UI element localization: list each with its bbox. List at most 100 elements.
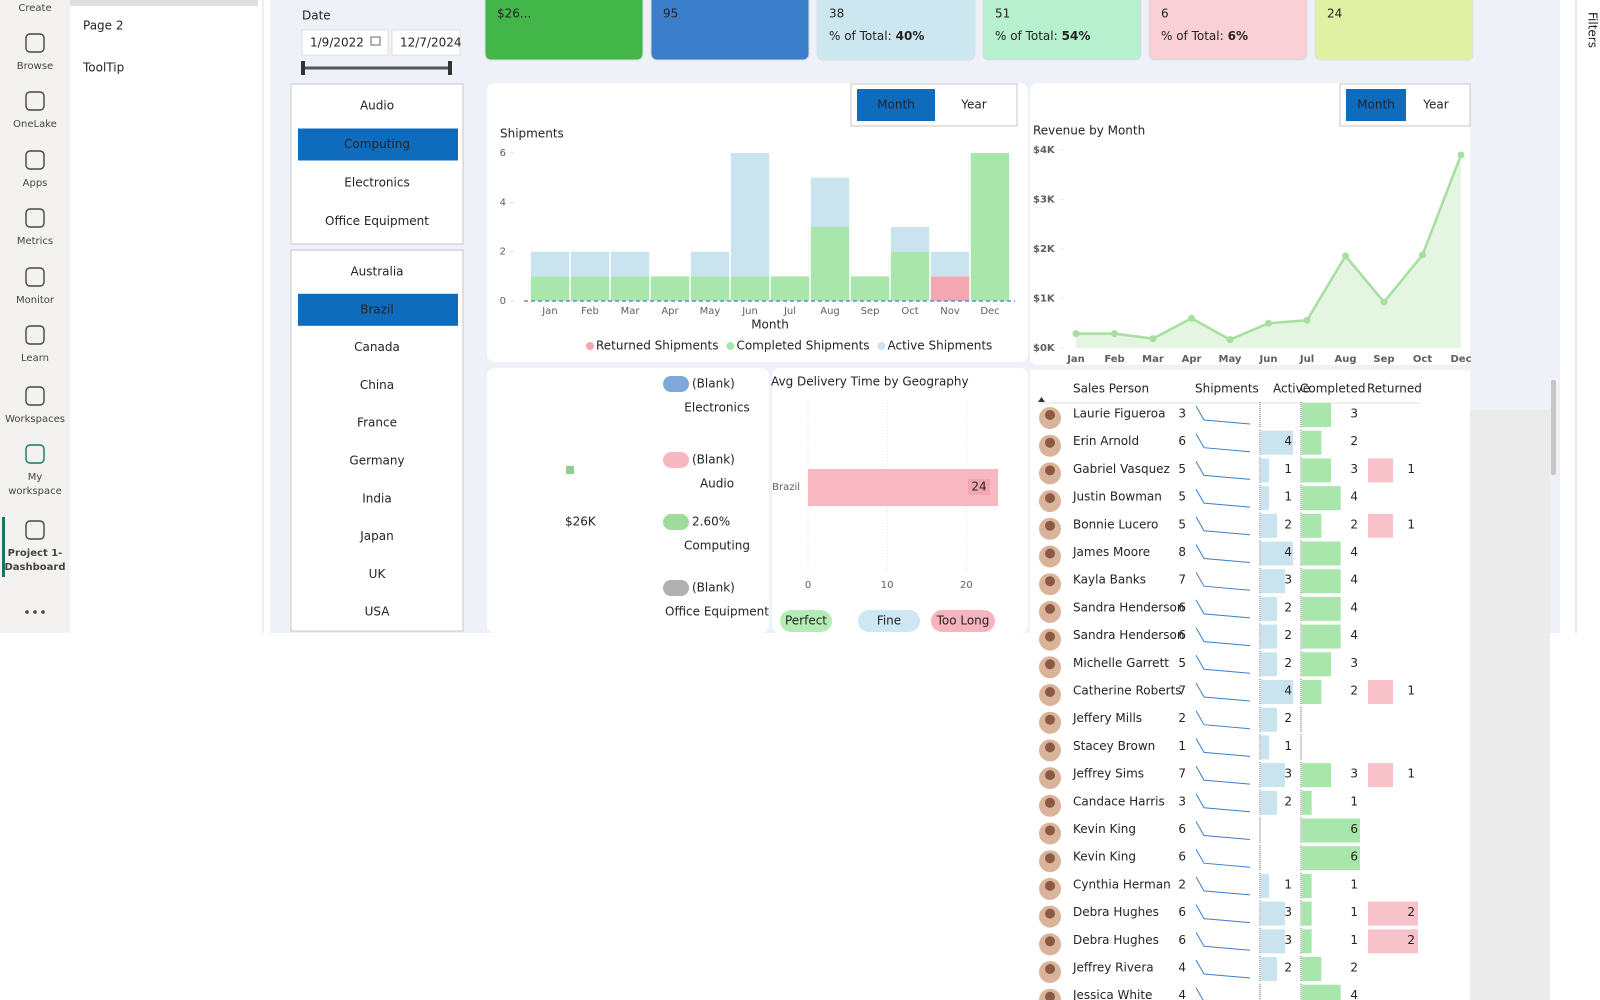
range-handle[interactable] [301,61,305,75]
calendar-icon[interactable] [370,36,381,46]
legend-label[interactable]: Returned Shipments [596,339,718,353]
sparkline [1195,793,1251,813]
page-tab[interactable]: Page 2 [83,19,124,33]
nav-icon[interactable] [25,325,45,345]
nav-label[interactable]: My [28,472,43,483]
toggle-option[interactable]: Year [960,98,986,112]
date-input[interactable] [301,29,389,56]
legend-label[interactable]: Fine [877,614,901,628]
slicer-item[interactable]: Brazil [360,302,394,316]
slicer-item[interactable]: China [360,378,394,392]
nav-label[interactable]: workspace [8,486,62,497]
legend-marker[interactable] [877,342,886,350]
slicer-item[interactable]: USA [365,605,391,619]
nav-label[interactable]: OneLake [13,119,57,130]
slicer-item[interactable]: Australia [350,265,403,279]
slicer-item[interactable]: Office Equipment [325,214,429,228]
completed-bar [1302,569,1341,594]
nav-icon[interactable] [25,91,45,111]
date-end[interactable]: 12/7/2024 [400,36,462,50]
toggle-option[interactable]: Month [1357,98,1395,112]
summary-item-category: Audio [700,477,734,491]
more-dot[interactable] [33,610,37,614]
toggle-option[interactable]: Year [1422,98,1448,112]
sales-person: Jeffrey Sims [1072,767,1144,781]
nav-label[interactable]: Create [18,3,51,14]
nav-icon[interactable] [25,444,45,464]
legend-chip[interactable] [858,610,920,632]
slicer-selected[interactable] [298,128,458,161]
returned-bar [1368,458,1393,483]
slicer-selected[interactable] [298,293,458,326]
slicer-item[interactable]: UK [369,567,387,581]
slicer-item[interactable]: Japan [359,529,393,543]
legend-label[interactable]: Completed Shipments [736,339,869,353]
legend-chip[interactable] [780,610,832,632]
nav-icon[interactable] [25,33,45,53]
nav-icon[interactable] [25,520,45,540]
nav-icon[interactable] [25,208,45,228]
bar-segment [530,251,570,277]
sales-person: Michelle Garrett [1073,656,1169,670]
column-header[interactable]: Shipments [1195,382,1259,396]
filters-pane-label[interactable]: Filters [1586,12,1600,48]
nav-label[interactable]: Project 1- [8,548,63,559]
legend-label[interactable]: Active Shipments [888,339,993,353]
more-dot[interactable] [25,610,29,614]
nav-label[interactable]: Apps [23,178,48,189]
point [1457,151,1465,159]
sparkline [1195,876,1251,896]
active: 2 [1284,628,1292,642]
legend-chip[interactable] [931,610,995,632]
completed-bar [1302,929,1312,954]
nav-label[interactable]: Metrics [17,236,53,247]
nav-icon[interactable] [25,386,45,406]
more-dot[interactable] [41,610,45,614]
nav-label[interactable]: Learn [21,353,49,364]
kpi-value: 38 [829,7,844,21]
avatar-face [1045,825,1055,836]
column-header[interactable]: Returned [1367,382,1422,396]
sparkline [1195,544,1251,563]
slicer-item[interactable]: Canada [354,340,400,354]
column-header[interactable]: Sales Person [1073,382,1149,396]
column-header[interactable]: Active [1273,382,1310,396]
slicer-item[interactable]: France [357,416,397,430]
sales-person: Jeffery Mills [1072,711,1142,725]
legend-marker[interactable] [726,342,735,350]
slicer-item[interactable]: India [362,491,391,505]
slicer-item[interactable]: Germany [349,454,404,468]
toggle-option[interactable]: Month [877,98,915,112]
completed-bar [1302,763,1331,788]
nav-label[interactable]: Workspaces [5,414,65,425]
date-start[interactable]: 1/9/2022 [310,36,364,50]
page-tab[interactable]: ToolTip [82,61,124,75]
legend-label[interactable]: Too Long [936,614,990,628]
point [1265,319,1272,327]
scrollbar[interactable] [1551,380,1556,475]
nav-label[interactable]: Dashboard [5,562,66,573]
toggle-active[interactable] [1346,89,1406,121]
date-input[interactable] [391,29,461,56]
nav-label[interactable]: Browse [17,61,53,72]
sales-person: Bonnie Lucero [1073,517,1158,531]
completed-bar [1302,873,1312,898]
slicer-item[interactable]: Computing [344,137,410,151]
chart-title: Shipments [500,127,564,141]
nav-icon[interactable] [25,150,45,170]
range-handle[interactable] [448,61,452,75]
column-header[interactable]: Completed [1300,382,1365,396]
legend-label[interactable]: Perfect [785,614,827,628]
kpi-card [650,0,810,61]
kpi-pct-label: % of Total: [1161,29,1224,43]
slicer-item[interactable]: Electronics [344,176,409,190]
toggle-active[interactable] [857,89,935,121]
bar-segment [650,276,690,301]
completed: 2 [1350,684,1358,698]
nav-icon[interactable] [25,267,45,287]
kpi-card [982,0,1142,61]
slicer-item[interactable]: Audio [360,99,394,113]
nav-label[interactable]: Monitor [16,295,55,306]
legend-marker[interactable] [586,342,594,350]
active-bar [1261,596,1277,621]
